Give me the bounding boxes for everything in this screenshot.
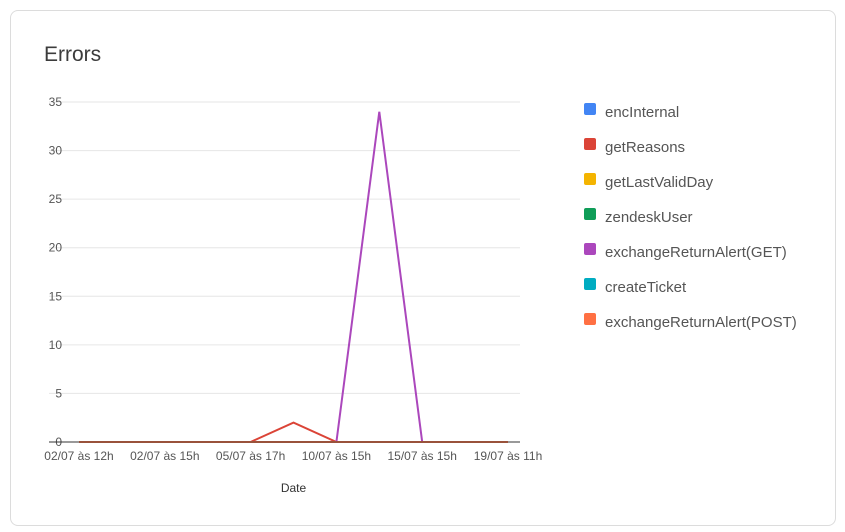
legend-item[interactable]: createTicket: [584, 278, 687, 296]
legend-label: exchangeReturnAlert(GET): [605, 244, 787, 261]
x-tick-label: 19/07 às 11h: [474, 449, 543, 463]
legend-swatch: [584, 208, 596, 220]
x-tick-label: 10/07 às 15h: [302, 449, 371, 463]
x-axis-title: Date: [281, 481, 307, 495]
x-tick-label: 02/07 às 15h: [130, 449, 199, 463]
y-tick-label: 20: [49, 241, 63, 255]
y-tick-label: 25: [49, 192, 63, 206]
y-tick-label: 10: [49, 338, 63, 352]
x-tick-label: 05/07 às 17h: [216, 449, 285, 463]
legend-item[interactable]: encInternal: [584, 103, 679, 121]
legend-label: encInternal: [605, 104, 679, 121]
legend-swatch: [584, 138, 596, 150]
x-tick-label: 02/07 às 12h: [44, 449, 113, 463]
legend-swatch: [584, 278, 596, 290]
legend-label: getLastValidDay: [605, 174, 714, 191]
legend-swatch: [584, 243, 596, 255]
legend-item[interactable]: zendeskUser: [584, 208, 693, 226]
x-tick-label: 15/07 às 15h: [387, 449, 456, 463]
y-tick-label: 5: [55, 386, 62, 400]
y-tick-label: 15: [49, 289, 63, 303]
legend-item[interactable]: exchangeReturnAlert(POST): [584, 313, 797, 331]
legend-item[interactable]: getLastValidDay: [584, 173, 714, 191]
legend-label: zendeskUser: [605, 209, 693, 226]
legend-swatch: [584, 173, 596, 185]
legend-swatch: [584, 103, 596, 115]
legend-swatch: [584, 313, 596, 325]
legend: encInternal getReasons getLastValidDay zend…: [584, 103, 797, 331]
series-line-exchangeReturnAlert(GET): [79, 112, 508, 442]
x-axis-ticks: 02/07 às 12h 02/07 às 15h 05/07 às 17h 10/0…: [44, 449, 542, 463]
series-line-getReasons: [79, 423, 508, 442]
legend-label: createTicket: [605, 279, 687, 296]
gridlines: [49, 102, 520, 393]
legend-item[interactable]: getReasons: [584, 138, 685, 156]
series-lines: [79, 112, 508, 442]
legend-label: getReasons: [605, 139, 685, 156]
y-tick-label: 35: [49, 95, 63, 109]
legend-item[interactable]: exchangeReturnAlert(GET): [584, 243, 787, 261]
y-tick-label: 30: [49, 144, 63, 158]
legend-label: exchangeReturnAlert(POST): [605, 314, 797, 331]
